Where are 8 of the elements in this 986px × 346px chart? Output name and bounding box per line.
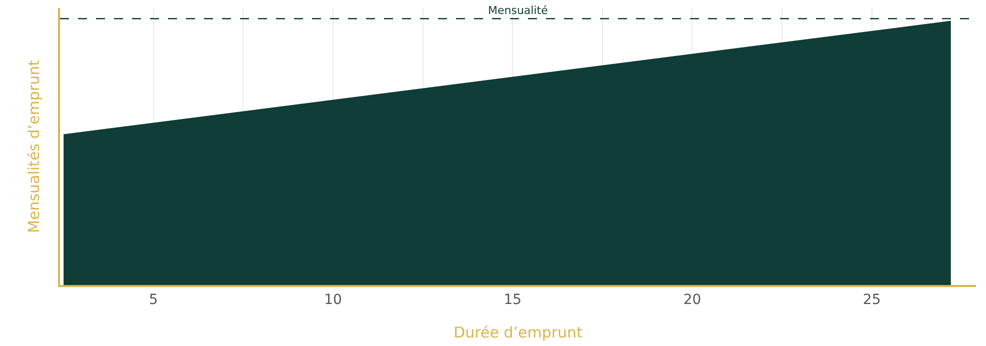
ref-line-label: Mensualité [488, 4, 548, 17]
x-tick-label: 20 [683, 292, 702, 308]
y-axis-title: Mensualités d’emprunt [24, 60, 43, 233]
x-tick-label: 10 [324, 292, 342, 308]
x-tick-label: 15 [504, 292, 522, 308]
x-tick-label: 25 [862, 292, 881, 308]
x-axis-title: Durée d’emprunt [454, 323, 583, 342]
x-tick-label: 5 [148, 292, 158, 308]
